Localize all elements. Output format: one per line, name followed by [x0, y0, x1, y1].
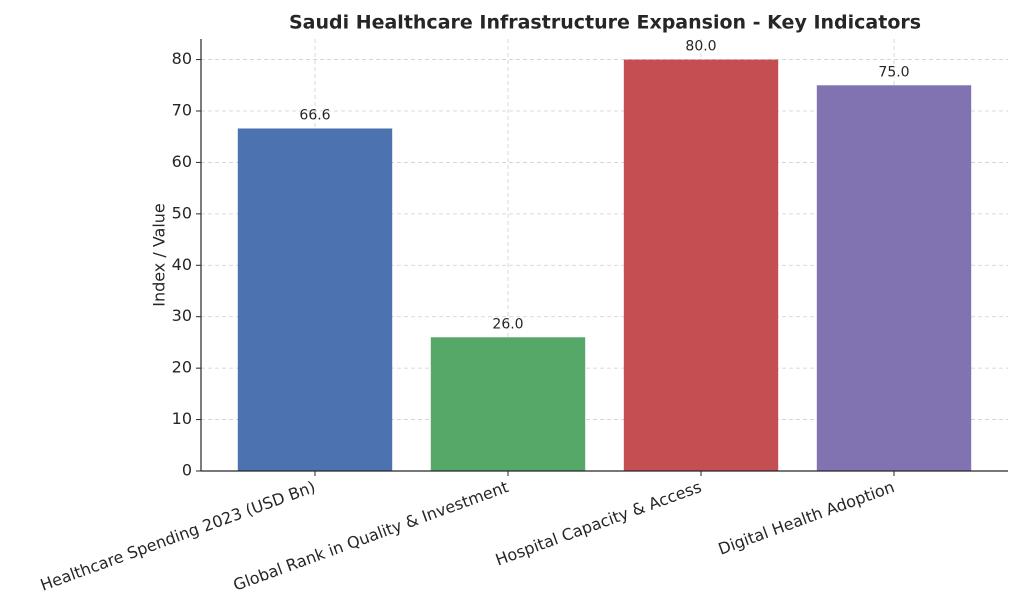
bar	[237, 128, 393, 471]
y-tick-label: 0	[182, 461, 192, 480]
y-tick-label: 40	[172, 255, 192, 274]
value-label: 66.6	[299, 107, 330, 123]
x-tick-label: Hospital Capacity & Access	[493, 477, 704, 569]
y-tick-label: 60	[172, 152, 192, 171]
y-tick-label: 70	[172, 101, 192, 120]
value-label: 80.0	[685, 39, 716, 55]
value-label: 75.0	[878, 64, 909, 80]
y-tick-label: 20	[172, 358, 192, 377]
bar	[430, 337, 586, 471]
y-tick-label: 30	[172, 306, 192, 325]
y-axis-label: Index / Value	[150, 203, 169, 307]
y-tick-label: 10	[172, 409, 192, 428]
bar	[816, 85, 972, 472]
value-label: 26.0	[492, 316, 523, 332]
y-tick-label: 80	[172, 49, 192, 68]
x-tick-label: Digital Health Adoption	[716, 477, 897, 558]
y-tick-label: 50	[172, 203, 192, 222]
chart-title: Saudi Healthcare Infrastructure Expansio…	[289, 12, 921, 34]
bar	[623, 59, 779, 471]
